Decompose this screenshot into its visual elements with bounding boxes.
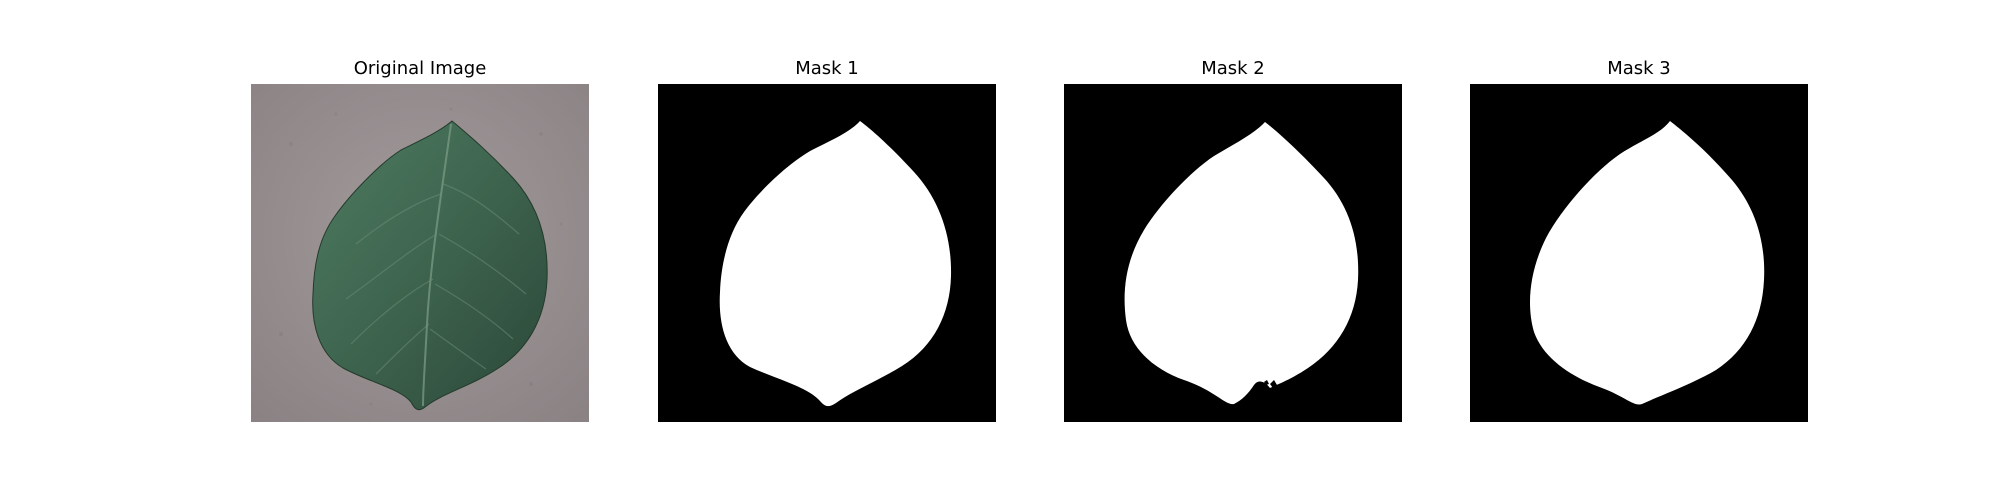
- mask-leaf-region: [719, 121, 952, 407]
- mask-1-image: [658, 84, 996, 422]
- photo-texture: [279, 107, 563, 406]
- panel-title: Mask 3: [1607, 58, 1671, 79]
- panel-mask-1: Mask 1: [658, 0, 996, 500]
- mask-leaf-region: [1530, 121, 1765, 405]
- mask-noise: [1264, 380, 1277, 388]
- panel-title: Original Image: [353, 58, 487, 79]
- panel-title: Mask 1: [795, 58, 859, 79]
- leaf-veins: [345, 183, 527, 375]
- panel-title: Mask 2: [1201, 58, 1265, 79]
- leaf-midrib: [422, 123, 452, 407]
- leaf-shape: [312, 120, 548, 411]
- original-leaf-photo: [251, 84, 589, 422]
- panel-original-image: Original Image: [251, 0, 589, 500]
- panel-mask-3: Mask 3: [1470, 0, 1808, 500]
- panel-mask-2: Mask 2: [1064, 0, 1402, 500]
- mask-3-image: [1470, 84, 1808, 422]
- mask-leaf-region: [1124, 122, 1359, 405]
- mask-2-image: [1064, 84, 1402, 422]
